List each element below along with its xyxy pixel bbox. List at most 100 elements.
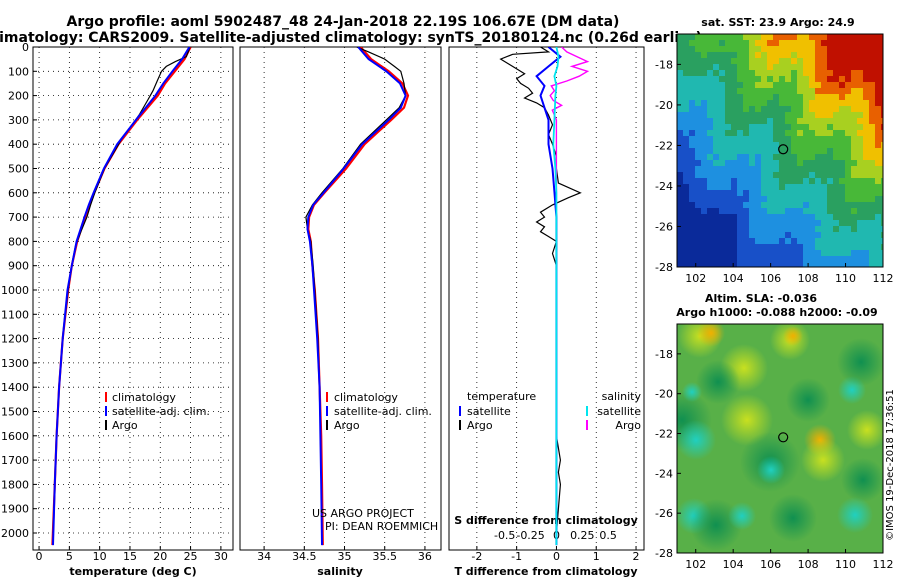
- sst-cell: [677, 202, 684, 209]
- sst-cell: [767, 226, 774, 233]
- sst-cell: [869, 46, 876, 53]
- sst-cell: [743, 118, 750, 125]
- sst-cell: [791, 190, 798, 197]
- sst-cell: [707, 100, 714, 107]
- sst-cell: [845, 262, 852, 267]
- sst-cell: [761, 196, 768, 203]
- x-tick-label: 104: [723, 558, 744, 571]
- y-tick-label: 1200: [1, 333, 29, 346]
- sst-cell: [725, 112, 732, 119]
- sst-cell: [857, 232, 864, 239]
- sst-cell: [695, 76, 702, 83]
- sst-cell: [677, 64, 684, 71]
- sst-cell: [815, 148, 822, 155]
- sst-cell: [749, 226, 756, 233]
- sst-cell: [869, 244, 876, 251]
- sst-cell: [881, 226, 883, 233]
- sst-cell: [707, 124, 714, 131]
- sst-cell: [827, 76, 834, 83]
- sst-cell: [815, 58, 822, 65]
- sst-cell: [695, 58, 702, 65]
- sst-cell: [695, 124, 702, 131]
- sst-cell: [689, 154, 696, 161]
- sst-cell: [695, 166, 702, 173]
- sla-map-panel: 102 104 106 108 110 112 -18 -20 -22 -24 -26 -28 Alti…: [655, 292, 893, 571]
- sst-cell: [743, 70, 750, 77]
- sst-cell: [725, 142, 732, 149]
- sst-cell: [779, 130, 786, 137]
- y-tick-label: -20: [655, 388, 673, 401]
- sst-cell: [701, 58, 708, 65]
- sst-cell: [785, 184, 792, 191]
- sst-cell: [677, 166, 684, 173]
- sst-cell: [677, 226, 684, 233]
- sst-cell: [845, 40, 852, 47]
- sst-cell: [749, 172, 756, 179]
- sst-cell: [719, 184, 726, 191]
- sst-cell: [779, 172, 786, 179]
- sst-cell: [803, 214, 810, 221]
- sst-cell: [761, 124, 768, 131]
- x-tick-label: 104: [723, 272, 744, 285]
- sst-cell: [677, 244, 684, 251]
- x-tick-label: 5: [66, 550, 73, 563]
- sla-frame: [676, 323, 884, 554]
- sst-cell: [857, 76, 864, 83]
- sst-cell: [809, 256, 816, 263]
- sst-cell: [845, 106, 852, 113]
- sst-cell: [755, 166, 762, 173]
- sst-cell: [749, 244, 756, 251]
- sst-cell: [881, 220, 883, 227]
- sst-cell: [881, 130, 883, 137]
- sst-cell: [869, 94, 876, 101]
- sst-cell: [695, 220, 702, 227]
- sst-cell: [683, 40, 690, 47]
- sst-cell: [719, 220, 726, 227]
- sst-cell: [791, 214, 798, 221]
- sst-cell: [851, 166, 858, 173]
- sst-cell: [779, 214, 786, 221]
- sst-cell: [839, 232, 846, 239]
- sst-cell: [785, 100, 792, 107]
- sst-cell: [707, 256, 714, 263]
- sst-cell: [701, 112, 708, 119]
- sst-cell: [731, 142, 738, 149]
- sst-cell: [683, 172, 690, 179]
- sst-cell: [815, 70, 822, 77]
- sst-cell: [869, 256, 876, 263]
- sst-cell: [689, 196, 696, 203]
- sst-cell: [833, 178, 840, 185]
- sst-cell: [719, 244, 726, 251]
- sst-cell: [851, 220, 858, 227]
- sst-cell: [767, 244, 774, 251]
- sst-cell: [761, 40, 768, 47]
- x-tick-label: 35: [338, 550, 352, 563]
- sst-cell: [719, 256, 726, 263]
- sst-cell: [743, 46, 750, 53]
- sst-cell: [701, 214, 708, 221]
- sst-cell: [749, 112, 756, 119]
- sst-cell: [833, 142, 840, 149]
- sst-cell: [749, 118, 756, 125]
- sst-cell: [827, 256, 834, 263]
- sst-cell: [797, 88, 804, 95]
- sst-cell: [707, 220, 714, 227]
- sst-cell: [791, 244, 798, 251]
- sst-cell: [725, 172, 732, 179]
- sst-cell: [833, 40, 840, 47]
- sst-cell: [689, 142, 696, 149]
- argo-location-marker: [778, 432, 789, 443]
- sst-cell: [683, 184, 690, 191]
- sst-cell: [851, 88, 858, 95]
- sst-cell: [875, 94, 882, 101]
- sst-cell: [833, 196, 840, 203]
- sst-cell: [791, 184, 798, 191]
- sst-cell: [809, 208, 816, 215]
- sst-cell: [767, 184, 774, 191]
- sst-cell: [869, 58, 876, 65]
- sst-cell: [881, 112, 883, 119]
- sst-cell: [767, 232, 774, 239]
- sst-cell: [737, 46, 744, 53]
- sst-cell: [833, 154, 840, 161]
- sst-cell: [749, 52, 756, 59]
